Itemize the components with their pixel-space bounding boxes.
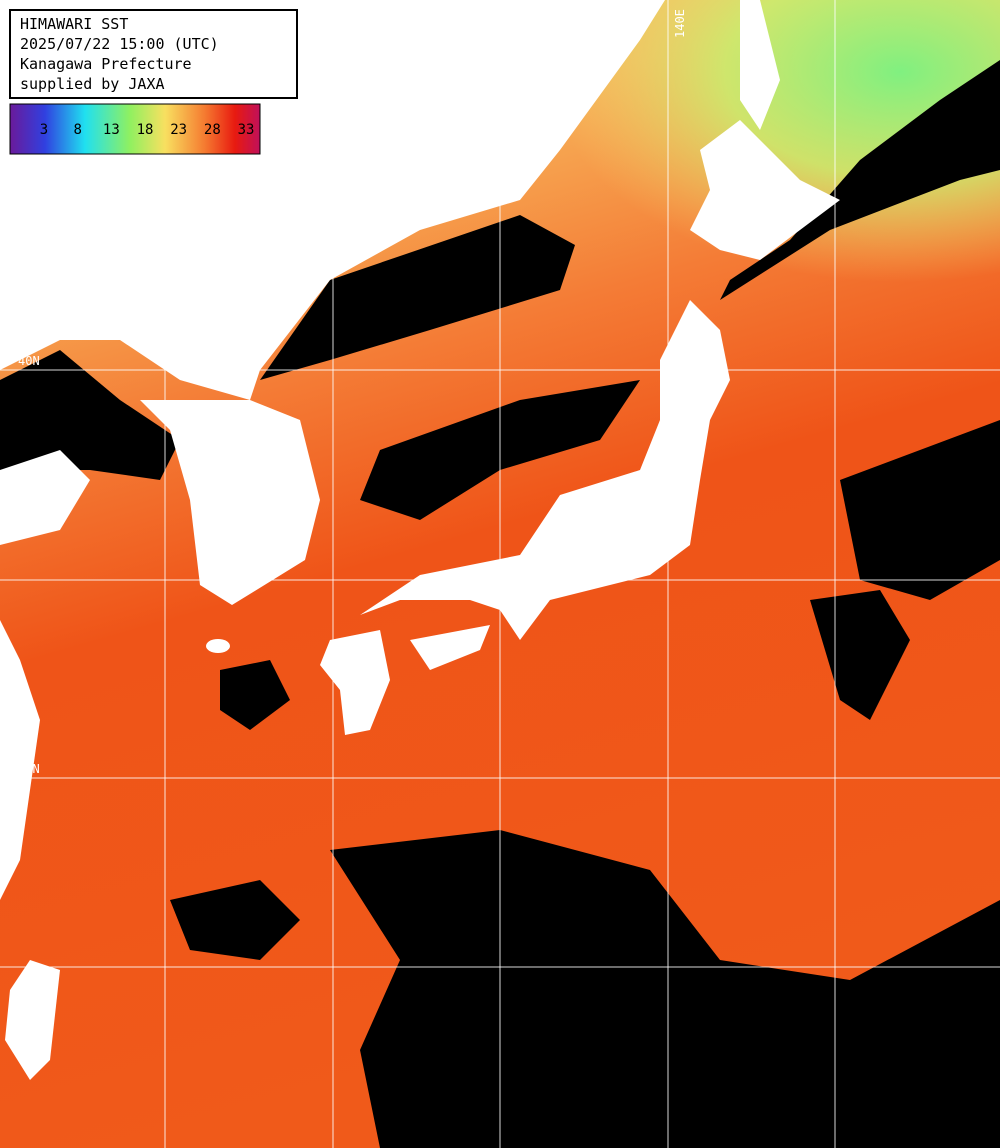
colorbar-tick-label: 23 <box>170 122 187 138</box>
colorbar-tick-label: 28 <box>204 122 221 138</box>
lat-label: 40N <box>18 354 40 368</box>
colorbar-tick-label: 13 <box>103 122 120 138</box>
colorbar <box>9 103 261 155</box>
colorbar-tick-label: 8 <box>73 122 81 138</box>
colorbar-ticks: 3 8 13 18 23 28 33 <box>40 122 255 138</box>
header: HIMAWARI SST 2025/07/22 15:00 (UTC) Kanaga… <box>20 15 219 93</box>
header-box <box>9 9 298 99</box>
header-line: supplied by JAXA <box>20 75 165 93</box>
lat-label: 30N <box>18 762 40 776</box>
header-line: 2025/07/22 15:00 (UTC) <box>20 35 219 53</box>
header-line: Kanagawa Prefecture <box>20 55 192 73</box>
colorbar-tick-label: 18 <box>137 122 154 138</box>
clouds <box>0 60 1000 1148</box>
header-line: HIMAWARI SST <box>20 15 128 33</box>
lon-label: 140E <box>673 9 687 38</box>
colorbar-tick-label: 33 <box>238 122 255 138</box>
colorbar-tick-label: 3 <box>40 122 48 138</box>
